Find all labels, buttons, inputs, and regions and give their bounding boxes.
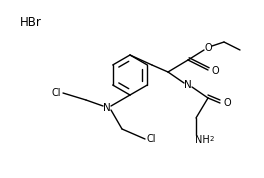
Text: Cl: Cl xyxy=(146,134,156,144)
Text: NH: NH xyxy=(195,135,209,145)
Text: O: O xyxy=(204,43,212,53)
Text: O: O xyxy=(223,98,231,108)
Text: N: N xyxy=(184,80,192,90)
Text: HBr: HBr xyxy=(20,17,42,30)
Text: N: N xyxy=(103,103,111,113)
Text: Cl: Cl xyxy=(51,88,61,98)
Text: 2: 2 xyxy=(210,136,214,142)
Text: O: O xyxy=(211,66,219,76)
